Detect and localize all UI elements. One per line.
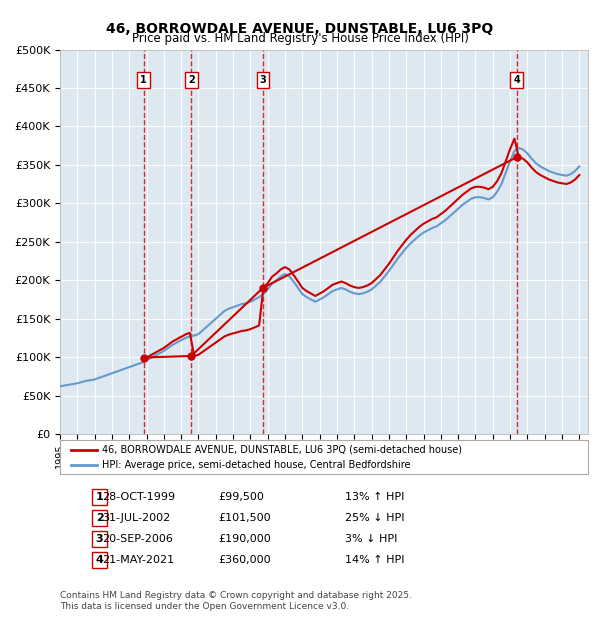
FancyBboxPatch shape	[60, 440, 588, 474]
Text: £360,000: £360,000	[218, 555, 271, 565]
Text: 4: 4	[514, 76, 520, 86]
Text: 25% ↓ HPI: 25% ↓ HPI	[345, 513, 404, 523]
Text: £101,500: £101,500	[218, 513, 271, 523]
Text: 3: 3	[260, 76, 266, 86]
Text: £190,000: £190,000	[218, 534, 271, 544]
Text: 3: 3	[96, 534, 103, 544]
Text: Price paid vs. HM Land Registry's House Price Index (HPI): Price paid vs. HM Land Registry's House …	[131, 32, 469, 45]
Text: 2: 2	[188, 76, 194, 86]
Text: 31-JUL-2002: 31-JUL-2002	[102, 513, 170, 523]
Text: 3% ↓ HPI: 3% ↓ HPI	[345, 534, 397, 544]
Point	[139, 353, 148, 363]
Point	[258, 283, 268, 293]
Text: 2: 2	[96, 513, 103, 523]
Text: £99,500: £99,500	[218, 492, 264, 502]
Text: 1: 1	[96, 492, 103, 502]
Text: HPI: Average price, semi-detached house, Central Bedfordshire: HPI: Average price, semi-detached house,…	[102, 460, 411, 470]
Text: 14% ↑ HPI: 14% ↑ HPI	[345, 555, 404, 565]
Text: 4: 4	[95, 555, 104, 565]
Point	[512, 153, 521, 162]
Point	[187, 351, 196, 361]
Text: 46, BORROWDALE AVENUE, DUNSTABLE, LU6 3PQ: 46, BORROWDALE AVENUE, DUNSTABLE, LU6 3P…	[106, 22, 494, 36]
Text: 28-OCT-1999: 28-OCT-1999	[102, 492, 175, 502]
Text: 20-SEP-2006: 20-SEP-2006	[102, 534, 173, 544]
Text: Contains HM Land Registry data © Crown copyright and database right 2025.
This d: Contains HM Land Registry data © Crown c…	[60, 591, 412, 611]
Text: 46, BORROWDALE AVENUE, DUNSTABLE, LU6 3PQ (semi-detached house): 46, BORROWDALE AVENUE, DUNSTABLE, LU6 3P…	[102, 445, 462, 454]
Text: 21-MAY-2021: 21-MAY-2021	[102, 555, 175, 565]
Text: 13% ↑ HPI: 13% ↑ HPI	[345, 492, 404, 502]
Text: 1: 1	[140, 76, 147, 86]
